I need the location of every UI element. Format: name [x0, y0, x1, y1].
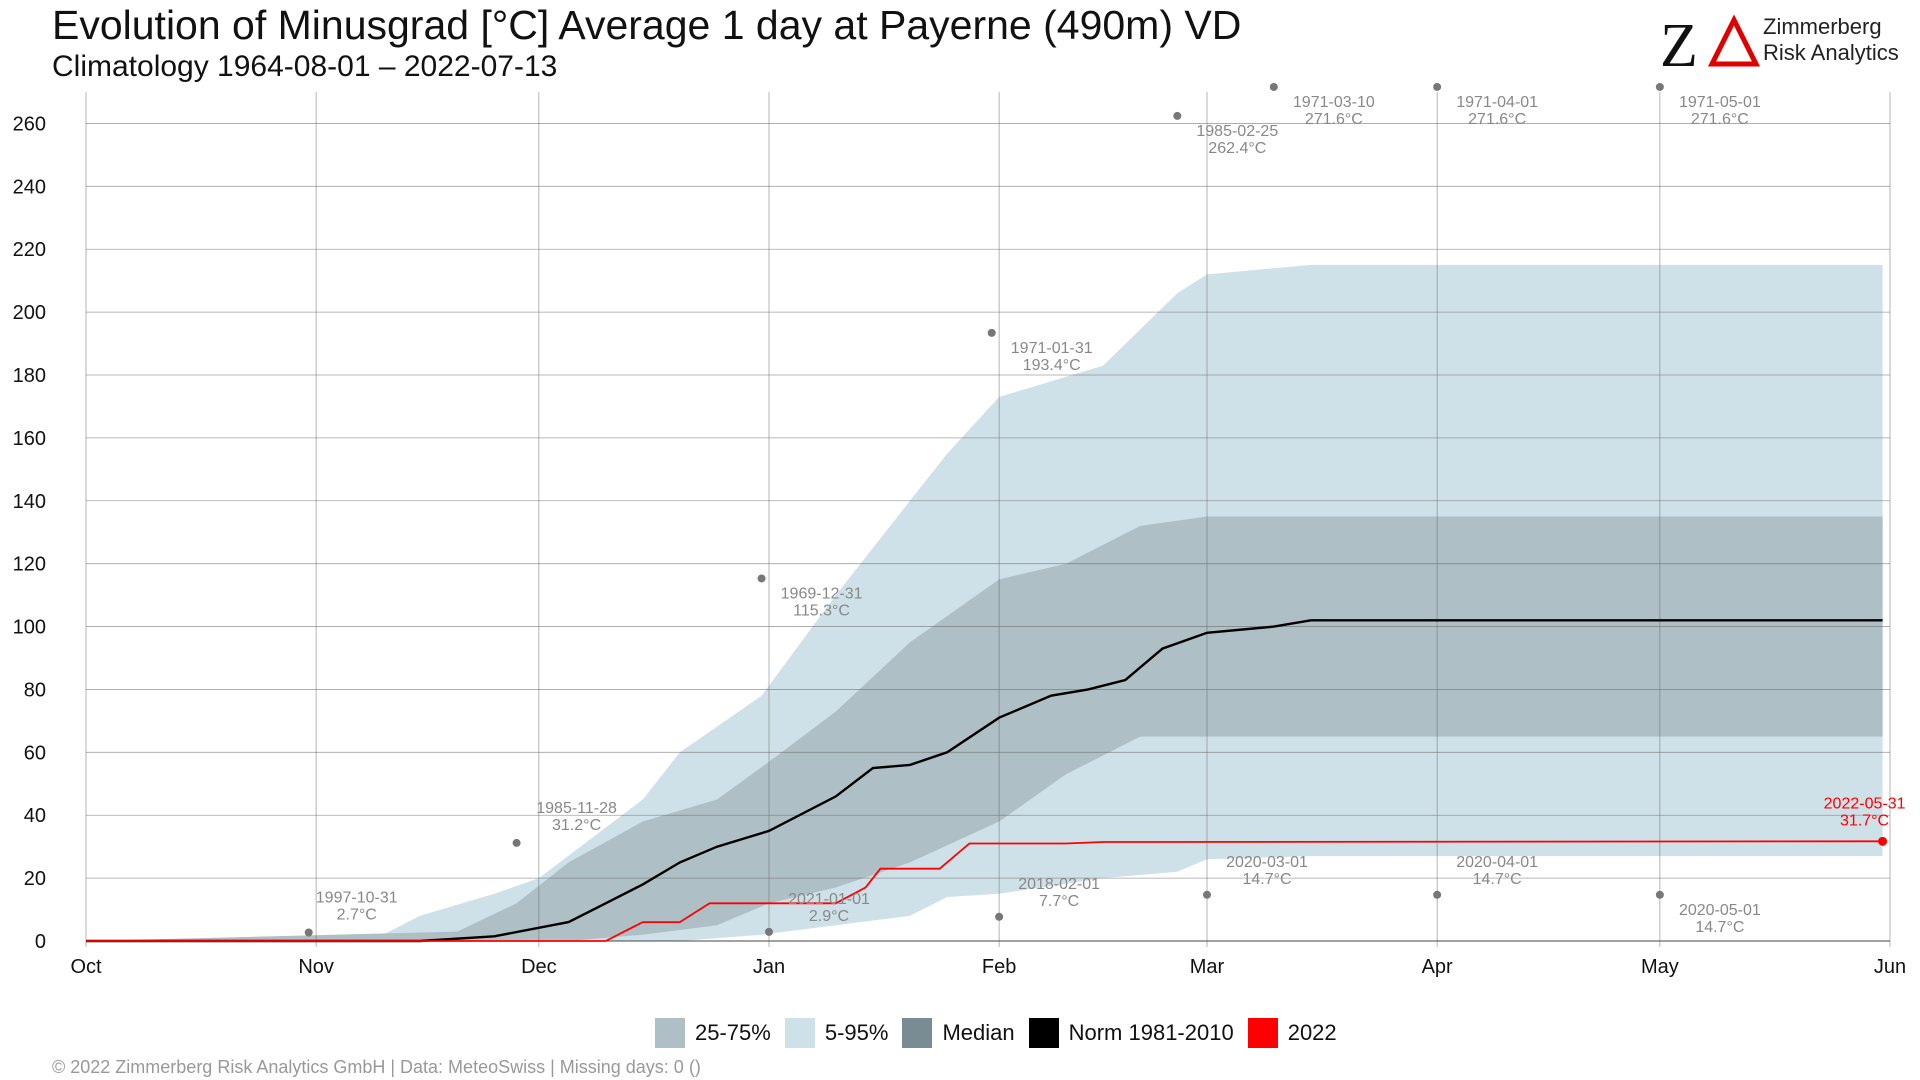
record-value-label: 271.6°C — [1305, 111, 1363, 128]
svg-text:Z: Z — [1660, 12, 1698, 78]
record-value-label: 2.7°C — [337, 907, 377, 924]
legend-label: 2022 — [1287, 1020, 1337, 1045]
legend-item-norm: Norm 1981-2010 — [1028, 1018, 1234, 1048]
record-date-label: 1969-12-31 — [781, 585, 863, 602]
record-date-label: 1971-01-31 — [1011, 340, 1093, 357]
record-value-label: 14.7°C — [1473, 871, 1522, 888]
current-date-label: 2022-05-31 — [1824, 795, 1906, 812]
record-value-label: 31.2°C — [552, 817, 601, 834]
record-point — [1655, 82, 1664, 91]
record-date-label: 2018-02-01 — [1018, 876, 1100, 893]
legend-swatch-25-75 — [655, 1018, 685, 1048]
legend-item-5-95: 5-95% — [784, 1018, 889, 1048]
y-tick-label: 80 — [24, 679, 46, 701]
x-tick-label: Mar — [1190, 956, 1225, 978]
y-tick-label: 220 — [13, 239, 46, 261]
logo-line2: Risk Analytics — [1763, 40, 1899, 65]
x-tick-label: Jan — [753, 956, 785, 978]
footer-credit: © 2022 Zimmerberg Risk Analytics GmbH | … — [52, 1057, 701, 1077]
series-line-2022 — [86, 840, 1883, 942]
record-point — [1269, 82, 1278, 91]
record-point — [1173, 111, 1182, 120]
legend-label: 5-95% — [824, 1020, 889, 1045]
y-tick-label: 60 — [24, 742, 46, 764]
legend-swatch-median — [902, 1018, 933, 1048]
legend-item-25-75: 25-75% — [655, 1018, 771, 1048]
legend-item-2022: 2022 — [1247, 1018, 1337, 1048]
current-value-label: 31.7°C — [1840, 812, 1889, 829]
legend-swatch-2022 — [1247, 1018, 1278, 1048]
y-tick-label: 0 — [35, 931, 46, 953]
legend-item-median: Median — [902, 1018, 1015, 1048]
record-date-label: 2020-05-01 — [1679, 902, 1761, 919]
record-point — [1433, 890, 1442, 899]
y-tick-label: 120 — [13, 554, 46, 576]
record-date-label: 1971-04-01 — [1456, 94, 1538, 111]
record-date-label: 1997-10-31 — [316, 890, 398, 907]
record-point — [995, 912, 1004, 921]
x-tick-label: Dec — [521, 956, 557, 978]
y-tick-label: 180 — [13, 365, 46, 387]
logo-line1: Zimmerberg — [1763, 14, 1882, 39]
x-tick-label: May — [1641, 956, 1679, 978]
x-tick-label: Oct — [70, 956, 102, 978]
current-point — [1878, 836, 1888, 846]
x-tick-label: Nov — [298, 956, 334, 978]
record-value-label: 193.4°C — [1023, 357, 1081, 374]
legend: 25-75% 5-95% Median Norm 1981-2010 2022 — [655, 1018, 1351, 1048]
record-date-label: 2021-01-01 — [788, 891, 870, 908]
chart-subtitle: Climatology 1964-08-01 – 2022-07-13 — [52, 50, 558, 83]
record-date-label: 1985-11-28 — [536, 800, 617, 817]
x-tick-label: Apr — [1422, 956, 1453, 978]
legend-swatch-5-95 — [784, 1018, 815, 1048]
legend-label: Median — [942, 1020, 1015, 1045]
y-tick-label: 240 — [13, 176, 46, 198]
record-date-label: 1971-05-01 — [1679, 94, 1761, 111]
record-point — [764, 927, 773, 936]
record-date-label: 2020-04-01 — [1456, 854, 1538, 871]
y-tick-label: 160 — [13, 428, 46, 450]
record-value-label: 115.3°C — [793, 602, 850, 619]
record-point — [512, 838, 521, 847]
y-tick-label: 20 — [24, 868, 46, 890]
record-point — [1203, 890, 1212, 899]
y-tick-label: 40 — [24, 805, 46, 827]
y-tick-label: 200 — [13, 302, 46, 324]
record-value-label: 14.7°C — [1695, 919, 1744, 936]
record-value-label: 262.4°C — [1208, 140, 1266, 157]
series-line-norm-1981-2010 — [86, 619, 1883, 943]
record-value-label: 7.7°C — [1039, 893, 1079, 910]
y-tick-label: 260 — [13, 113, 46, 135]
record-value-label: 14.7°C — [1242, 871, 1291, 888]
logo-mark: Z — [1660, 12, 1761, 78]
legend-swatch-norm — [1028, 1018, 1059, 1048]
record-date-label: 1971-03-10 — [1293, 94, 1375, 111]
record-point — [1655, 890, 1664, 899]
y-tick-label: 140 — [13, 491, 46, 513]
x-tick-label: Jun — [1874, 956, 1906, 978]
record-value-label: 2.9°C — [809, 908, 849, 925]
y-tick-label: 100 — [13, 617, 46, 639]
x-tick-label: Feb — [982, 956, 1016, 978]
record-date-label: 2020-03-01 — [1226, 854, 1308, 871]
record-date-label: 1985-02-25 — [1196, 123, 1278, 140]
record-value-label: 271.6°C — [1691, 111, 1749, 128]
record-value-label: 271.6°C — [1468, 111, 1526, 128]
record-point — [1433, 82, 1442, 91]
chart-title: Evolution of Minusgrad [°C] Average 1 da… — [52, 2, 1242, 48]
record-point — [304, 928, 313, 937]
logo-text: Zimmerberg Risk Analytics — [1763, 14, 1899, 66]
record-point — [757, 574, 766, 583]
legend-label: 25-75% — [695, 1020, 771, 1045]
record-point — [987, 328, 996, 337]
legend-label: Norm 1981-2010 — [1068, 1020, 1234, 1045]
